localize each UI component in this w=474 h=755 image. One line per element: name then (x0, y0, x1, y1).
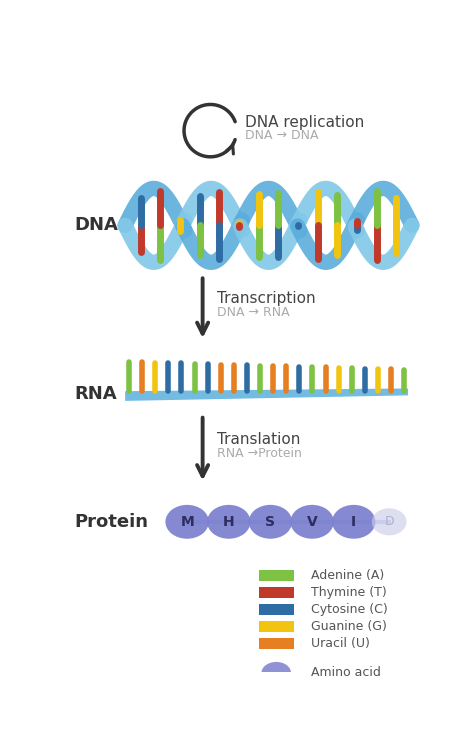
Ellipse shape (332, 505, 375, 539)
Ellipse shape (165, 505, 209, 539)
Text: Translation: Translation (217, 433, 300, 447)
Ellipse shape (262, 662, 291, 683)
Text: I: I (351, 515, 356, 528)
FancyBboxPatch shape (259, 621, 294, 632)
Ellipse shape (249, 505, 292, 539)
Text: Uracil (U): Uracil (U) (311, 637, 370, 650)
Text: DNA: DNA (75, 217, 118, 234)
Polygon shape (125, 388, 408, 401)
Text: M: M (180, 515, 194, 528)
Text: H: H (223, 515, 235, 528)
Text: Transcription: Transcription (217, 291, 315, 307)
Text: V: V (307, 515, 318, 528)
Text: Protein: Protein (75, 513, 149, 531)
Text: Amino acid: Amino acid (311, 666, 381, 680)
Text: RNA →Protein: RNA →Protein (217, 447, 301, 460)
FancyBboxPatch shape (259, 570, 294, 581)
Text: RNA: RNA (75, 385, 118, 403)
Ellipse shape (372, 508, 407, 535)
Text: DNA → DNA: DNA → DNA (245, 129, 319, 142)
Text: Cytosine (C): Cytosine (C) (311, 603, 388, 616)
Ellipse shape (291, 505, 334, 539)
Text: DNA replication: DNA replication (245, 116, 365, 131)
FancyBboxPatch shape (259, 604, 294, 615)
Text: S: S (265, 515, 275, 528)
Ellipse shape (207, 505, 250, 539)
Text: Guanine (G): Guanine (G) (311, 620, 387, 633)
Text: Thymine (T): Thymine (T) (311, 586, 387, 599)
Text: DNA → RNA: DNA → RNA (217, 307, 289, 319)
FancyBboxPatch shape (259, 587, 294, 598)
FancyBboxPatch shape (259, 638, 294, 649)
Text: D: D (384, 516, 394, 528)
Text: Adenine (A): Adenine (A) (311, 569, 384, 582)
